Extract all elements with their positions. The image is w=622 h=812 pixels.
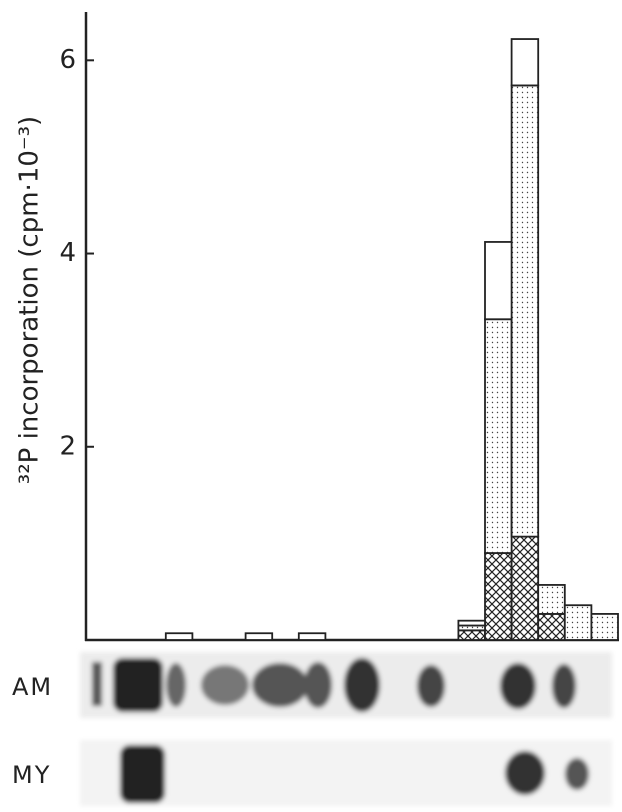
bar-segment <box>512 85 539 536</box>
bar-segment <box>485 242 512 319</box>
bar-segment <box>538 614 565 640</box>
bar-segment <box>458 630 485 640</box>
lane-label: MY <box>12 761 51 789</box>
bar-segment <box>458 621 485 626</box>
lane-label: AM <box>12 673 53 701</box>
y-tick-label: 2 <box>59 431 76 461</box>
bar-segment <box>299 633 326 640</box>
gel-lane-am <box>80 652 612 718</box>
figure: ³²P incorporation (cpm·10⁻³) 2 4 6 AM MY <box>0 0 622 812</box>
gel-lane-my <box>80 740 612 806</box>
bar-segment <box>246 633 273 640</box>
bar-segment <box>538 585 565 614</box>
bar-segment <box>485 553 512 640</box>
bar-segment <box>512 537 539 640</box>
bar-segment <box>512 39 539 85</box>
y-axis-label: ³²P incorporation (cpm·10⁻³) <box>15 116 45 484</box>
bar-segment <box>485 319 512 553</box>
bar-segment <box>591 614 618 640</box>
bar-segment <box>166 633 193 640</box>
y-tick-label: 6 <box>59 45 76 75</box>
y-tick-label: 4 <box>59 238 76 268</box>
bar-segment <box>565 605 592 640</box>
